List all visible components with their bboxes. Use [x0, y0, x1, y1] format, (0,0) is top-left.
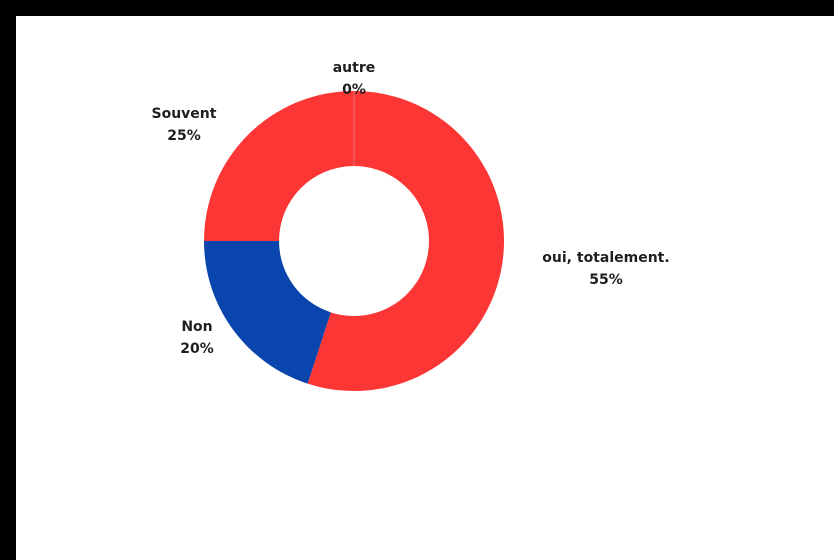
slice-name-autre: autre [332, 60, 376, 76]
chart-frame: autre 0% Souvent 25% oui, totalement. 55… [16, 16, 834, 560]
slice-name-souvent: Souvent [151, 106, 217, 122]
slice-value-oui: 55% [589, 272, 623, 288]
slice-name-oui: oui, totalement. [542, 250, 670, 266]
slice-value-souvent: 25% [167, 128, 201, 144]
donut-chart [204, 91, 505, 391]
slice-name-non: Non [181, 319, 213, 335]
slice-label-oui: oui, totalement. 55% [522, 247, 690, 291]
donut-slice-0 [307, 91, 505, 391]
slice-label-non: Non 20% [162, 316, 232, 360]
donut-slice-2 [204, 91, 354, 241]
slice-value-non: 20% [180, 341, 214, 357]
slice-value-autre: 0% [342, 82, 366, 98]
slice-label-autre: autre 0% [324, 57, 384, 101]
donut-slice-1 [204, 241, 331, 384]
slice-label-souvent: Souvent 25% [139, 103, 229, 147]
